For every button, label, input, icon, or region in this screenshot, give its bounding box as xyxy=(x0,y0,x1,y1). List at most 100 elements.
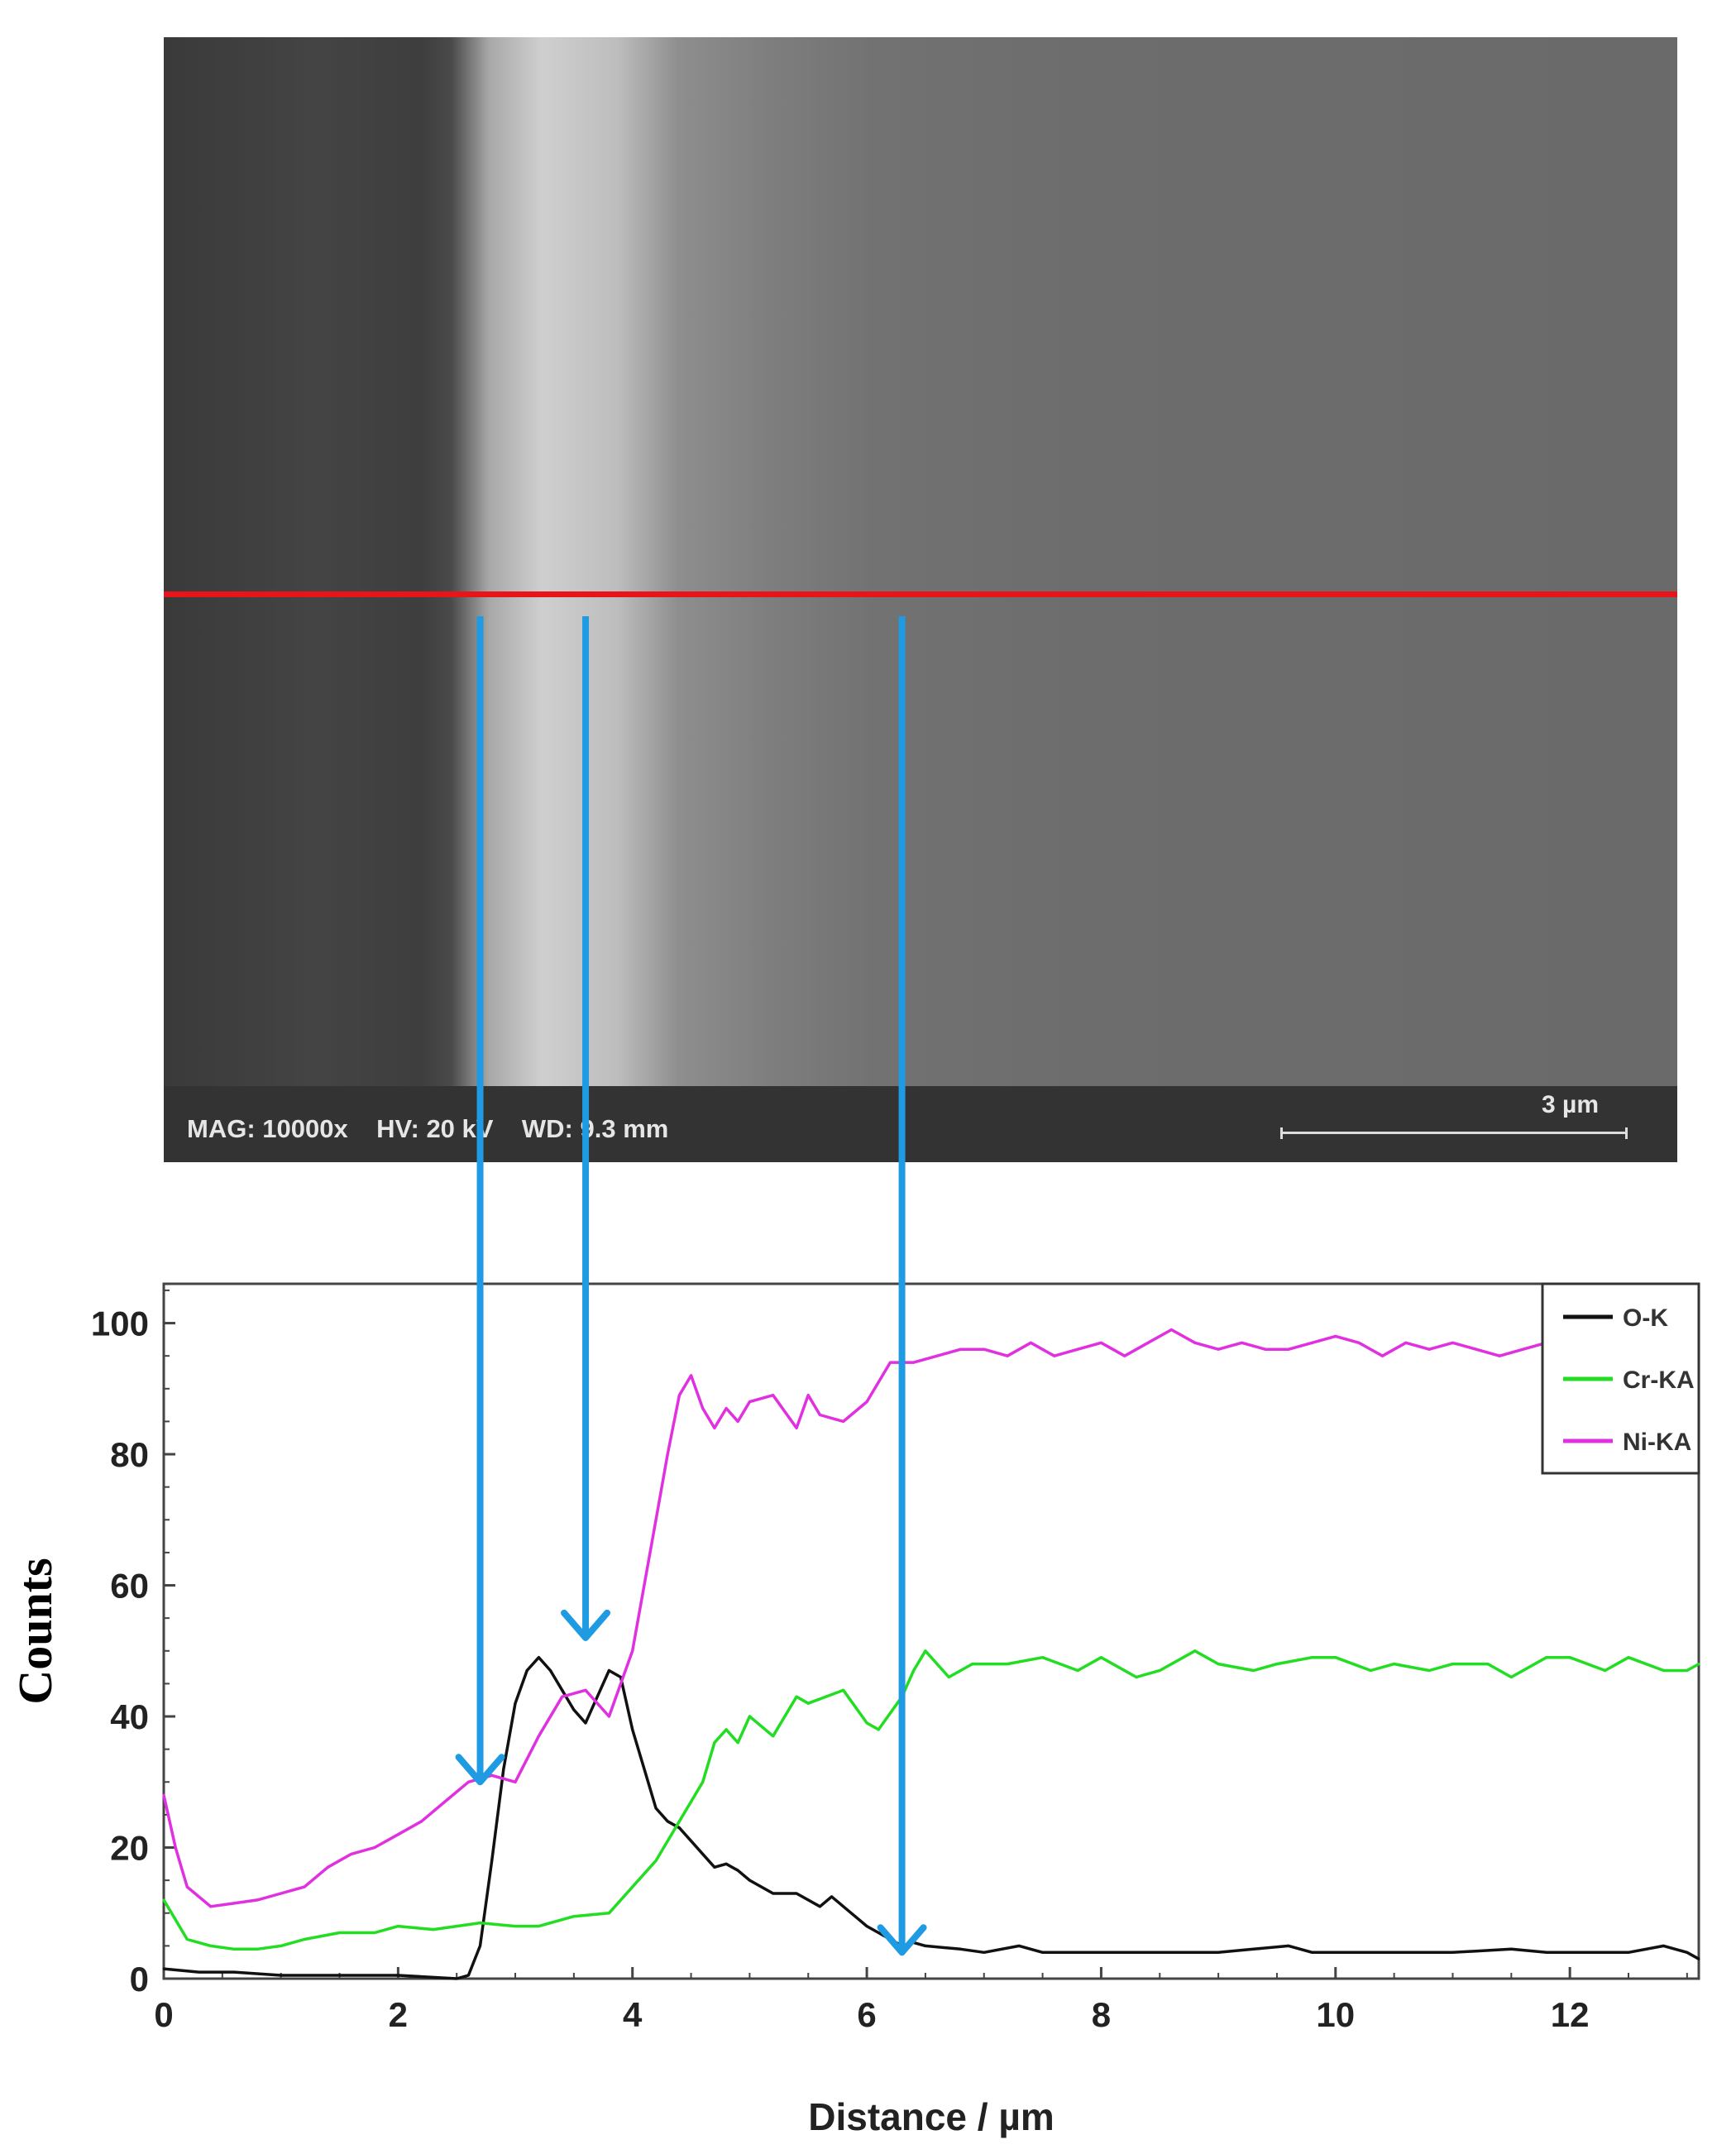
data-point xyxy=(303,1937,306,1941)
data-point xyxy=(959,1947,962,1951)
data-point xyxy=(1686,1669,1689,1673)
y-axis-label: Counts xyxy=(8,1558,62,1704)
data-point xyxy=(701,1780,705,1783)
y-tick-label: 40 xyxy=(110,1697,149,1736)
data-point xyxy=(1252,1947,1255,1951)
data-point xyxy=(396,1833,399,1836)
data-point xyxy=(256,1898,259,1902)
data-point xyxy=(350,1852,353,1855)
data-point xyxy=(1169,1951,1173,1954)
data-point xyxy=(1369,1669,1372,1673)
data-point xyxy=(748,1879,751,1882)
data-point xyxy=(595,1695,599,1698)
data-point xyxy=(1393,1951,1396,1954)
data-point xyxy=(818,1413,821,1416)
data-point xyxy=(479,1922,482,1925)
data-point xyxy=(1310,1951,1313,1954)
data-point xyxy=(1521,1347,1524,1351)
data-point xyxy=(1604,1669,1607,1673)
x-tick-label: 4 xyxy=(623,1995,643,2034)
data-point xyxy=(1135,1675,1138,1678)
arrow-head xyxy=(561,1609,611,1641)
data-point xyxy=(1568,1656,1571,1659)
data-point xyxy=(303,1885,306,1888)
data-point xyxy=(725,1728,728,1731)
data-point xyxy=(466,1780,470,1783)
data-point xyxy=(232,1970,236,1974)
data-point xyxy=(525,1669,528,1673)
data-point xyxy=(1498,1354,1501,1357)
scale-bar-label: 3 µm xyxy=(1542,1091,1599,1118)
x-axis-label: Distance / µm xyxy=(808,2095,1055,2138)
x-axis-ticks: 0 2 4 6 8 10 12 xyxy=(154,1967,1688,2034)
data-point xyxy=(561,1688,564,1692)
data-point xyxy=(1158,1669,1161,1673)
x-tick-label: 8 xyxy=(1092,1995,1111,2034)
data-point xyxy=(924,1944,927,1947)
data-point xyxy=(1252,1669,1255,1673)
data-point xyxy=(280,1944,283,1947)
x-tick-label: 10 xyxy=(1316,1995,1355,2034)
data-point xyxy=(666,1453,669,1456)
data-point xyxy=(924,1649,927,1653)
data-point xyxy=(830,1895,834,1898)
data-point xyxy=(1686,1951,1689,1954)
data-point xyxy=(1509,1947,1513,1951)
data-point xyxy=(1135,1951,1138,1954)
data-point xyxy=(1475,1347,1478,1351)
data-point xyxy=(174,1846,177,1850)
data-point xyxy=(162,1793,165,1797)
data-point xyxy=(1041,1656,1045,1659)
data-point xyxy=(209,1944,213,1947)
data-point xyxy=(842,1419,845,1423)
data-point xyxy=(373,1846,376,1850)
data-point xyxy=(912,1361,916,1364)
data-point xyxy=(1568,1951,1571,1954)
y-tick-label: 0 xyxy=(130,1960,149,1998)
data-point xyxy=(947,1675,950,1678)
data-point xyxy=(713,1865,716,1869)
data-point xyxy=(537,1656,540,1659)
data-point xyxy=(466,1974,470,1977)
sem-info-bar: MAG: 10000x HV: 20 kV WD: 9.3 mm 3 µm xyxy=(164,1086,1677,1162)
data-point xyxy=(935,1354,939,1357)
data-point xyxy=(713,1426,716,1429)
data-point xyxy=(818,1905,821,1908)
data-point xyxy=(537,1925,540,1928)
data-point xyxy=(677,1820,681,1823)
data-point xyxy=(748,1715,751,1718)
legend-label: Ni-KA xyxy=(1623,1429,1691,1456)
data-point xyxy=(912,1669,916,1673)
data-point xyxy=(1662,1669,1665,1673)
data-point xyxy=(232,1947,236,1951)
data-point xyxy=(162,1898,165,1902)
data-point xyxy=(983,1951,986,1954)
data-point xyxy=(280,1892,283,1895)
data-point xyxy=(162,1967,165,1970)
data-point xyxy=(725,1862,728,1865)
data-point xyxy=(256,1947,259,1951)
data-point xyxy=(772,1735,775,1738)
data-point xyxy=(725,1407,728,1410)
data-point xyxy=(1099,1656,1102,1659)
data-point xyxy=(1217,1951,1220,1954)
data-point xyxy=(772,1892,775,1895)
data-point xyxy=(643,1584,646,1587)
data-point xyxy=(701,1852,705,1855)
data-point xyxy=(666,1820,669,1823)
data-point xyxy=(396,1974,399,1977)
data-point xyxy=(549,1669,552,1673)
series-line-cr-ka xyxy=(162,1649,1700,1951)
data-point xyxy=(888,1361,892,1364)
data-point xyxy=(1428,1669,1431,1673)
data-point xyxy=(338,1931,342,1935)
data-point xyxy=(654,1859,658,1862)
data-point xyxy=(1380,1354,1384,1357)
data-point xyxy=(748,1400,751,1404)
series-line-o-k xyxy=(163,1655,1700,1980)
data-point xyxy=(677,1394,681,1397)
plot-frame xyxy=(162,1282,1700,1980)
data-point xyxy=(174,1918,177,1922)
data-point xyxy=(842,1905,845,1908)
